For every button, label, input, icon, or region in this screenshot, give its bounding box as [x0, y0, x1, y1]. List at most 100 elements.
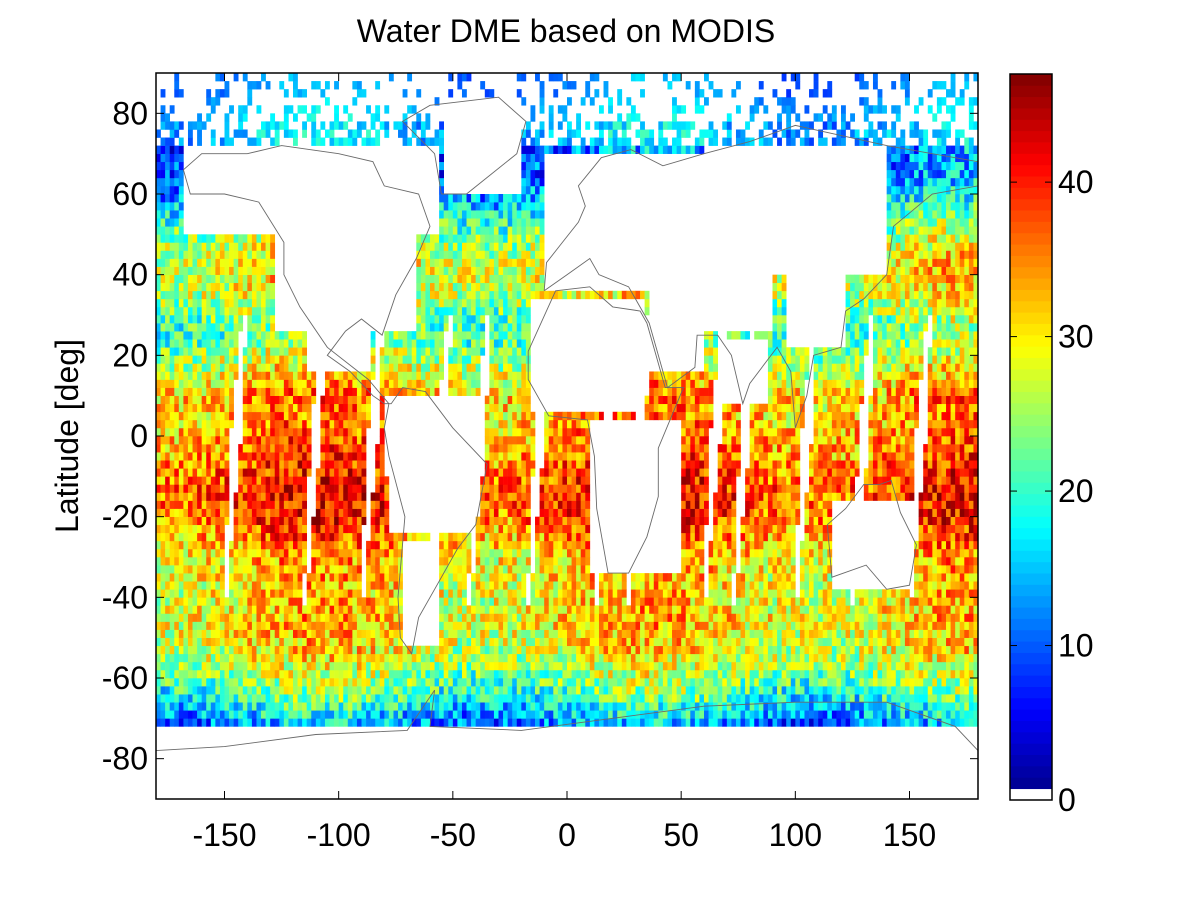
heatmap-cell: [201, 476, 207, 485]
heatmap-cell: [375, 516, 381, 526]
heatmap-cell: [512, 548, 518, 558]
heatmap-cell: [242, 669, 248, 679]
heatmap-cell: [174, 653, 180, 663]
heatmap-cell: [813, 669, 819, 679]
heatmap-cell: [434, 661, 440, 671]
heatmap-cell: [936, 500, 942, 509]
heatmap-cell: [904, 597, 910, 606]
heatmap-cell: [297, 702, 303, 711]
heatmap-cell: [425, 645, 431, 655]
heatmap-cell: [484, 653, 490, 663]
heatmap-cell: [946, 613, 951, 622]
heatmap-cell: [621, 718, 627, 727]
heatmap-cell: [580, 678, 586, 687]
heatmap-cell: [525, 605, 531, 614]
heatmap-cell: [160, 629, 166, 638]
heatmap-cell: [507, 492, 513, 501]
heatmap-cell: [493, 702, 499, 711]
heatmap-cell: [726, 557, 732, 566]
heatmap-cell: [356, 605, 362, 614]
heatmap-cell: [589, 686, 595, 695]
heatmap-cell: [882, 718, 887, 727]
heatmap-cell: [831, 629, 837, 638]
heatmap-cell: [745, 669, 750, 679]
heatmap-cell: [521, 653, 527, 663]
heatmap-cell: [192, 661, 198, 671]
heatmap-cell: [690, 492, 696, 501]
heatmap-cell: [694, 548, 700, 558]
heatmap-cell: [763, 629, 769, 638]
heatmap-cell: [567, 629, 572, 638]
heatmap-cell: [215, 452, 221, 461]
heatmap-cell: [338, 661, 344, 671]
heatmap-cell: [973, 589, 979, 598]
heatmap-cell: [548, 508, 554, 517]
heatmap-cell: [799, 678, 805, 687]
heatmap-cell: [251, 540, 257, 550]
heatmap-cell: [850, 468, 855, 477]
heatmap-cell: [174, 573, 180, 582]
heatmap-cell: [334, 500, 339, 509]
heatmap-cell: [201, 532, 207, 542]
heatmap-cell: [521, 613, 527, 622]
heatmap-cell: [238, 718, 244, 727]
heatmap-cell: [347, 557, 353, 566]
heatmap-cell: [242, 468, 248, 477]
heatmap-cell: [777, 500, 782, 509]
heatmap-cell: [311, 516, 317, 526]
heatmap-cell: [270, 702, 276, 711]
heatmap-cell: [895, 637, 901, 647]
heatmap-cell: [603, 613, 609, 622]
heatmap-cell: [809, 492, 814, 501]
heatmap-cell: [722, 548, 728, 558]
heatmap-cell: [594, 621, 600, 630]
heatmap-cell: [379, 710, 385, 719]
heatmap-cell: [827, 540, 833, 550]
heatmap-cell: [238, 508, 244, 517]
heatmap-cell: [251, 532, 257, 542]
heatmap-cell: [251, 508, 257, 517]
heatmap-cell: [283, 516, 289, 526]
heatmap-cell: [717, 460, 723, 469]
heatmap-cell: [580, 637, 586, 647]
heatmap-cell: [571, 686, 577, 695]
heatmap-cell: [507, 532, 513, 542]
heatmap-cell: [790, 557, 796, 566]
heatmap-cell: [927, 516, 933, 526]
heatmap-cell: [471, 621, 476, 630]
heatmap-cell: [850, 629, 855, 638]
heatmap-cell: [343, 694, 349, 703]
heatmap-cell: [713, 548, 718, 558]
heatmap-cell: [685, 645, 691, 655]
heatmap-cell: [576, 678, 581, 687]
heatmap-cell: [224, 718, 230, 727]
heatmap-cell: [343, 702, 349, 711]
heatmap-cell: [329, 573, 335, 582]
heatmap-cell: [836, 484, 842, 493]
heatmap-cell: [507, 645, 513, 655]
heatmap-cell: [950, 629, 956, 638]
heatmap-cell: [165, 653, 170, 663]
heatmap-cell: [448, 532, 454, 542]
heatmap-cell: [909, 597, 915, 606]
heatmap-cell: [224, 613, 230, 622]
heatmap-cell: [598, 653, 604, 663]
heatmap-cell: [375, 484, 381, 493]
heatmap-cell: [763, 718, 769, 727]
heatmap-cell: [964, 516, 970, 526]
heatmap-cell: [288, 589, 294, 598]
heatmap-cell: [946, 629, 951, 638]
heatmap-cell: [571, 581, 577, 590]
heatmap-cell: [841, 629, 846, 638]
heatmap-cell: [187, 500, 193, 509]
heatmap-cell: [735, 702, 741, 711]
heatmap-cell: [598, 589, 604, 598]
heatmap-cell: [480, 702, 486, 711]
heatmap-cell: [274, 597, 280, 606]
heatmap-cell: [265, 581, 271, 590]
heatmap-cell: [872, 702, 878, 711]
heatmap-cell: [238, 710, 244, 719]
heatmap-cell: [178, 597, 184, 606]
heatmap-cell: [484, 476, 490, 485]
heatmap-cell: [375, 508, 381, 517]
